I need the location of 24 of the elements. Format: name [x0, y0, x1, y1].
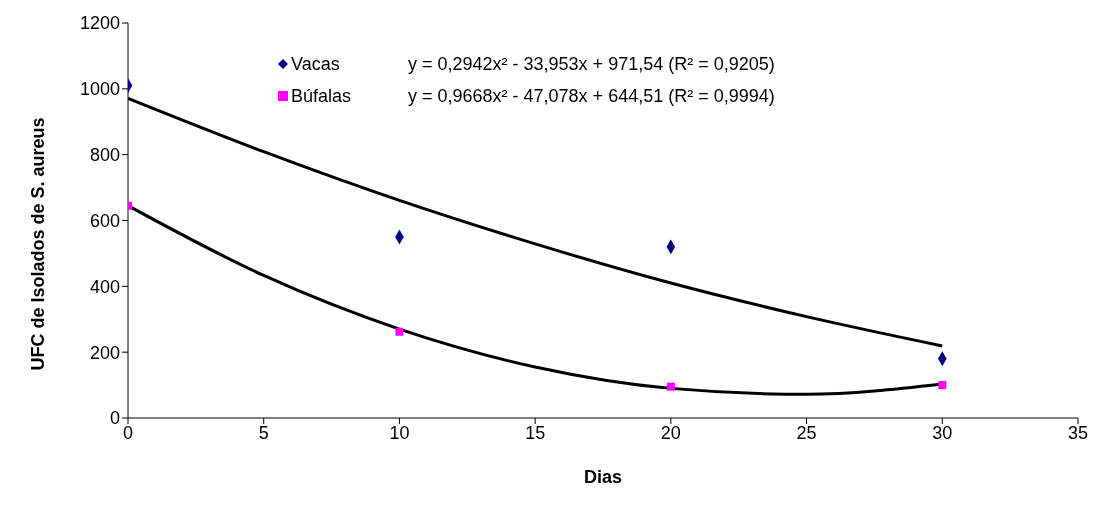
y-axis-title: UFC de Isolados de S. aureus — [28, 117, 49, 371]
x-axis-title: Dias — [583, 467, 623, 487]
y-tick-label: 0 — [109, 408, 120, 429]
point — [666, 382, 675, 391]
x-tick-label: 25 — [796, 422, 817, 443]
y-tick-label: 400 — [89, 276, 120, 297]
x-tick-label: 15 — [525, 422, 546, 443]
annotation: y = 0,9668x² - 47,078x + 644,51 (R² = 0,9994) — [408, 85, 775, 107]
x-tick-label: 5 — [258, 422, 269, 443]
x-tick-label: 10 — [389, 422, 410, 443]
y-tick-label: 1200 — [79, 13, 120, 34]
annotation: y = 0,2942x² - 33,953x + 971,54 (R² = 0,9205) — [408, 53, 775, 75]
x-tick-label: 30 — [932, 422, 953, 443]
y-tick-label: 1000 — [79, 79, 120, 100]
legend-label: Búfalas — [291, 85, 352, 107]
legend-label: Vacas — [291, 53, 340, 75]
y-tick-label: 800 — [89, 145, 120, 166]
y-tick-label: 200 — [89, 342, 120, 363]
point — [938, 381, 947, 390]
x-tick-label: 0 — [122, 422, 134, 443]
x-tick-label: 20 — [660, 422, 681, 443]
x-tick-label: 35 — [1067, 422, 1089, 443]
point — [395, 327, 404, 336]
y-tick-label: 600 — [89, 210, 120, 231]
